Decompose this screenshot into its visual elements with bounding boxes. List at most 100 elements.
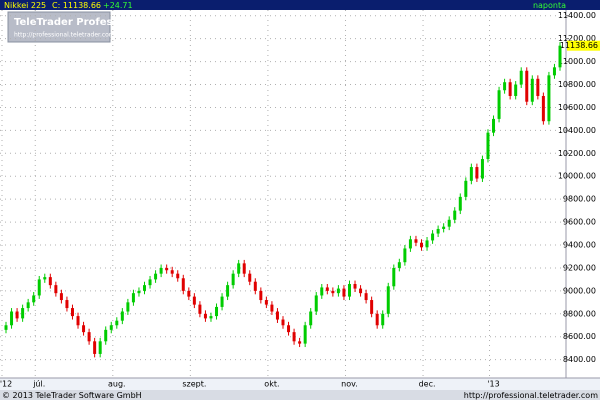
x-tick-label: dec. (419, 380, 436, 389)
y-tick-label: 9400.00 (563, 241, 596, 250)
candle-body (475, 167, 479, 179)
candle-body (98, 341, 102, 354)
candle-body (37, 279, 41, 296)
y-tick-label: 11200.00 (558, 34, 596, 43)
x-tick-label: okt. (264, 380, 279, 389)
candle-body (65, 300, 69, 309)
logo: TeleTrader Professional (14, 17, 146, 28)
candle-body (109, 325, 113, 330)
header-bar (0, 0, 600, 10)
candle-body (270, 304, 274, 312)
x-axis-strip (0, 378, 600, 390)
candle-body (447, 219, 451, 227)
candle-body (32, 295, 36, 303)
candle-body (342, 288, 346, 297)
candle-body (359, 288, 363, 294)
candle-body (104, 329, 108, 342)
candle-body (325, 287, 329, 291)
candle-body (76, 316, 80, 326)
candle-body (203, 313, 207, 319)
candle-body (392, 267, 396, 287)
candle-body (364, 293, 368, 301)
last-close: C: 11138.66 (52, 1, 101, 10)
candle-body (275, 311, 279, 320)
candle-body (453, 210, 457, 220)
candle-body (292, 332, 296, 342)
candle-body (192, 296, 196, 305)
candle-body (347, 283, 351, 297)
candle-body (159, 267, 163, 274)
candle-body (215, 306, 219, 317)
candle-body (115, 320, 119, 326)
candle-body (514, 84, 518, 96)
candle-body (403, 248, 407, 263)
y-tick-label: 11400.00 (558, 11, 596, 20)
candle-body (131, 293, 135, 303)
candle-body (15, 311, 19, 319)
candle-body (187, 290, 191, 297)
x-tick-label: nov. (341, 380, 358, 389)
candle-body (253, 281, 257, 291)
candle-body (43, 277, 47, 280)
candle-body (298, 341, 302, 344)
candle-body (10, 311, 14, 326)
candle-body (486, 132, 490, 160)
copyright: © 2013 TeleTrader Software GmbH (2, 391, 142, 400)
candle-body (259, 290, 263, 301)
candle-body (331, 290, 335, 294)
candle-body (431, 233, 435, 241)
candle-body (536, 78, 540, 96)
candle-body (314, 295, 318, 312)
candle-body (336, 288, 340, 294)
x-tick-label: szept. (182, 380, 206, 389)
candle-body (541, 95, 545, 122)
candle-body (386, 286, 390, 314)
candle-body (220, 296, 224, 307)
candle-body (370, 300, 374, 314)
y-tick-label: 10200.00 (558, 149, 596, 158)
candle-body (154, 273, 158, 280)
candle-body (54, 285, 58, 294)
candle-body (436, 228, 440, 234)
candle-body (248, 273, 252, 282)
x-tick-label: '13 (487, 380, 499, 389)
candle-body (148, 279, 152, 286)
y-tick-label: 10400.00 (558, 126, 596, 135)
footer-bar (0, 390, 600, 400)
y-tick-label: 9600.00 (563, 218, 596, 227)
candle-body (281, 319, 285, 326)
candle-body (497, 90, 501, 119)
candle-body (381, 313, 385, 326)
candle-body (508, 82, 512, 96)
candle-body (408, 239, 412, 249)
candle-body (397, 262, 401, 268)
candle-body (420, 242, 423, 248)
x-tick-label: '12 (0, 380, 12, 389)
y-tick-label: 10600.00 (558, 103, 596, 112)
candle-body (547, 75, 551, 122)
candle-body (126, 302, 130, 312)
candle-body (143, 285, 146, 291)
candle-body (176, 273, 180, 279)
x-tick-label: aug. (108, 380, 126, 389)
candle-body (309, 311, 313, 326)
candle-body (320, 287, 324, 296)
candle-body (170, 270, 174, 274)
candle-body (303, 325, 307, 344)
last-price-tag (567, 40, 600, 51)
candle-body (519, 70, 523, 85)
candle-body (264, 300, 268, 305)
candle-body (414, 239, 418, 243)
y-tick-label: 9800.00 (563, 195, 596, 204)
candle-body (458, 196, 462, 211)
y-tick-label: 10000.00 (558, 172, 596, 181)
candle-body (87, 332, 91, 342)
candle-body (242, 263, 246, 274)
candle-body (70, 308, 74, 317)
last-price-label: 11138.66 (560, 41, 598, 50)
candle-body (165, 267, 169, 271)
candle-body (503, 82, 507, 91)
candle-body (525, 70, 529, 102)
